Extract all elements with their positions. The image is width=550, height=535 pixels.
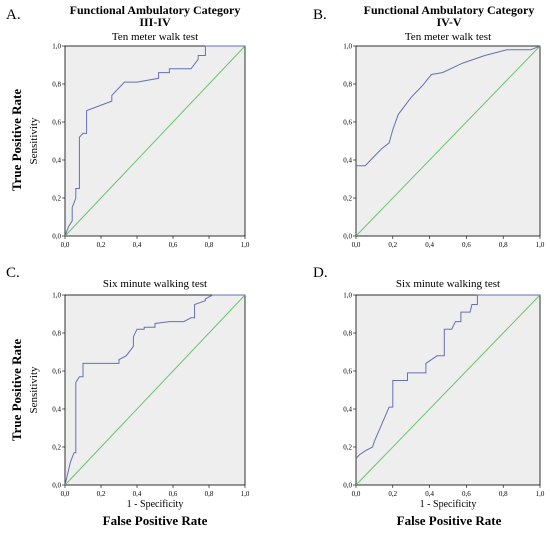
panel-c-y-tick-label-2: 0,4: [52, 406, 61, 414]
panel-c-y-tick-label-3: 0,6: [52, 368, 61, 376]
panel-b-x-tick-label-4: 0,8: [499, 241, 508, 249]
panel-b-y-tick-label-5: 1,0: [343, 43, 352, 51]
panel-b-y-tick-label-2: 0,4: [343, 157, 352, 165]
panel-d-y-tick-label-0: 0,0: [343, 482, 352, 490]
panel-a-x-tick-label-5: 1,0: [241, 241, 250, 249]
panel-d-x-tick-label-4: 0,8: [499, 490, 508, 498]
panel-d-letter: D.: [313, 265, 328, 281]
panel-c-x-tick-label-1: 0,2: [97, 490, 106, 498]
panel-c-y-tick-label-4: 0,8: [52, 330, 61, 338]
panel-a-y-tick-label-0: 0,0: [52, 233, 61, 241]
panel-a-y-tick-label-2: 0,4: [52, 157, 61, 165]
panel-c-x-tick-label-2: 0,4: [133, 490, 142, 498]
panel-c-y-axis-label: Sensitivity: [28, 366, 40, 414]
panel-a-header-line-2: III-IV: [139, 15, 171, 29]
panel-d-subtitle: Six minute walking test: [396, 278, 500, 290]
x-axis-outer-label-right: False Positive Rate: [397, 513, 502, 528]
panel-d-reference-line: [355, 294, 541, 486]
panel-d-y-tick-label-3: 0,6: [343, 368, 352, 376]
panel-d-x-axis-label: 1 - Specificity: [420, 499, 477, 510]
panel-c-reference-line: [64, 294, 246, 486]
panel-b-y-tick-label-0: 0,0: [343, 233, 352, 241]
panel-c-subtitle: Six minute walking test: [103, 278, 207, 290]
panel-a-y-tick-label-1: 0,2: [52, 195, 61, 203]
panel-a-y-tick-label-5: 1,0: [52, 43, 61, 51]
panel-b-reference-line: [355, 45, 541, 237]
panel-a-x-tick-label-0: 0,0: [61, 241, 70, 249]
panel-b-header-line-2: IV-V: [436, 15, 461, 29]
panel-a-x-tick-label-1: 0,2: [97, 241, 106, 249]
x-axis-outer-label-left: False Positive Rate: [103, 513, 208, 528]
panel-a-header-line-1: Functional Ambulatory Category: [70, 3, 241, 17]
panel-c-y-tick-label-5: 1,0: [52, 292, 61, 300]
panel-d-x-tick-label-5: 1,0: [536, 490, 545, 498]
panel-a-y-tick-label-4: 0,8: [52, 81, 61, 89]
panel-c-x-tick-label-4: 0,8: [205, 490, 214, 498]
panel-a-x-tick-label-2: 0,4: [133, 241, 142, 249]
panel-c-y-tick-label-0: 0,0: [52, 482, 61, 490]
panel-a-roc-curve: [64, 45, 245, 237]
panel-d-x-tick-label-2: 0,4: [425, 490, 434, 498]
panel-b-x-tick-label-2: 0,4: [425, 241, 434, 249]
panel-c-x-axis-label: 1 - Specificity: [127, 499, 184, 510]
panel-d-x-tick-label-0: 0,0: [352, 490, 361, 498]
panel-a-x-tick-label-3: 0,6: [169, 241, 178, 249]
panel-b-x-tick-label-3: 0,6: [462, 241, 471, 249]
panel-b-y-tick-label-1: 0,2: [343, 195, 352, 203]
panel-a-x-tick-label-4: 0,8: [205, 241, 214, 249]
panel-d-roc-curve: [355, 294, 540, 459]
panel-a-subtitle: Ten meter walk test: [112, 31, 198, 43]
panel-b-letter: B.: [313, 7, 327, 23]
panel-d-y-tick-label-2: 0,4: [343, 406, 352, 414]
y-axis-outer-label-top: True Positive Rate: [9, 89, 24, 192]
panel-b-header-line-1: Functional Ambulatory Category: [364, 3, 535, 17]
panel-b-y-tick-label-3: 0,6: [343, 119, 352, 127]
panel-d-y-tick-label-4: 0,8: [343, 330, 352, 338]
panel-b-x-tick-label-1: 0,2: [388, 241, 397, 249]
panel-b-roc-curve: [356, 45, 541, 167]
panel-b-subtitle: Ten meter walk test: [405, 31, 491, 43]
panel-a-y-tick-label-3: 0,6: [52, 119, 61, 127]
panel-b-x-tick-label-0: 0,0: [352, 241, 361, 249]
panel-c-y-tick-label-1: 0,2: [52, 444, 61, 452]
panel-b-y-tick-label-4: 0,8: [343, 81, 352, 89]
panel-d-x-tick-label-3: 0,6: [462, 490, 471, 498]
panel-c-letter: C.: [6, 265, 20, 281]
panel-c-x-tick-label-3: 0,6: [169, 490, 178, 498]
panel-a-reference-line: [64, 45, 246, 237]
panel-c-x-tick-label-0: 0,0: [61, 490, 70, 498]
panel-d-y-tick-label-1: 0,2: [343, 444, 352, 452]
panel-d-x-tick-label-1: 0,2: [388, 490, 397, 498]
y-axis-outer-label-bottom: True Positive Rate: [9, 339, 24, 442]
panel-a-letter: A.: [6, 7, 21, 23]
panel-c-roc-curve: [64, 294, 245, 486]
panel-d-y-tick-label-5: 1,0: [343, 292, 352, 300]
panel-b-x-tick-label-5: 1,0: [536, 241, 545, 249]
panel-c-x-tick-label-5: 1,0: [241, 490, 250, 498]
panel-a-y-axis-label: Sensitivity: [28, 117, 40, 165]
